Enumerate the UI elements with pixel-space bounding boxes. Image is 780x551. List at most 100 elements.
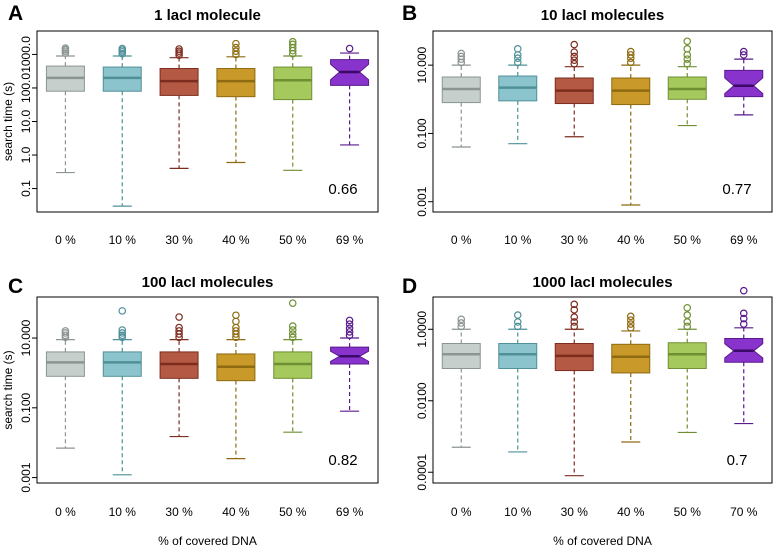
- outlier-point: [457, 52, 466, 61]
- outlier-point: [232, 327, 240, 335]
- annotation-value: 0.77: [722, 181, 751, 198]
- outlier-point: [683, 303, 692, 312]
- y-tick-label: 1.0000: [415, 311, 429, 348]
- outlier-point: [626, 47, 635, 56]
- outlier-point: [683, 45, 692, 53]
- x-tick-label: 30 %: [165, 505, 193, 519]
- outlier-point: [570, 52, 579, 61]
- panel-title: 10 lacI molecules: [541, 7, 664, 24]
- y-tick-label: 0.100: [415, 118, 429, 148]
- outlier-point: [457, 322, 466, 331]
- outlier-point: [570, 56, 579, 64]
- x-tick-label: 69 %: [730, 233, 758, 247]
- outlier-point: [626, 51, 635, 59]
- outlier-point: [739, 320, 748, 328]
- outlier-point: [683, 311, 692, 319]
- y-tick-label: 100.0: [19, 73, 33, 103]
- x-tick-label: 50 %: [674, 233, 702, 247]
- y-axis-label: search time (s): [1, 82, 15, 161]
- box-body: [216, 68, 256, 98]
- outlier-point: [61, 327, 70, 335]
- y-tick-label: 1.0: [19, 146, 33, 163]
- plot-frame: [36, 30, 379, 213]
- outlier-point: [513, 54, 522, 62]
- outlier-point: [118, 44, 127, 53]
- outlier-point: [626, 316, 635, 324]
- panel-letter: D: [402, 275, 417, 298]
- outlier-point: [513, 45, 522, 53]
- box-6: [724, 47, 764, 116]
- x-axis-label: % of covered DNA: [158, 534, 257, 548]
- box-1: [441, 315, 481, 448]
- outlier-point: [570, 40, 579, 49]
- box-5: [273, 299, 313, 433]
- box-body: [667, 342, 707, 369]
- outlier-point: [118, 326, 127, 334]
- y-axis-label: search time (s): [1, 350, 15, 429]
- x-tick-label: 70 %: [730, 505, 758, 519]
- panel-letter: B: [402, 2, 417, 25]
- outlier-point: [626, 312, 635, 321]
- x-tick-label: 69 %: [336, 233, 364, 247]
- box-5: [667, 303, 707, 434]
- outlier-point: [345, 320, 354, 328]
- x-tick-label: 30 %: [561, 505, 589, 519]
- y-tick-label: 10.000: [415, 46, 429, 83]
- panel-title: 100 lacI molecules: [142, 274, 274, 291]
- panel-letter: C: [8, 275, 23, 298]
- x-tick-label: 0 %: [451, 233, 472, 247]
- box-body: [45, 351, 85, 377]
- box-4: [611, 312, 651, 443]
- box-3: [554, 40, 594, 138]
- outlier-point: [345, 324, 354, 333]
- outlier-point: [683, 322, 692, 331]
- panel-c: C 100 lacI molecules 0.001 0.100 10.000 searc…: [1, 274, 379, 548]
- box-2: [498, 45, 538, 145]
- box-body: [273, 66, 313, 101]
- panel-d: D 1000 lacI molecules 0.0001 0.0100 1.0000 0 …: [402, 274, 773, 548]
- x-tick-label: 69 %: [336, 505, 364, 519]
- outlier-point: [345, 328, 354, 336]
- panel-b: B 10 lacI molecules 0.001 0.100 10.000 0 % 10 …: [402, 2, 773, 247]
- x-tick-label: 50 %: [674, 505, 702, 519]
- box-body: [102, 351, 142, 377]
- outlier-point: [288, 37, 297, 46]
- x-tick-label: 10 %: [504, 505, 532, 519]
- annotation-value: 0.82: [328, 452, 357, 469]
- outlier-point: [683, 59, 692, 68]
- outlier-point: [288, 40, 297, 49]
- outlier-point: [457, 55, 466, 63]
- outlier-point: [288, 330, 297, 338]
- y-tick-label: 0.100: [19, 392, 33, 422]
- box-5: [667, 37, 707, 127]
- outlier-point: [288, 299, 297, 307]
- annotation-value: 0.7: [727, 452, 748, 469]
- outlier-point: [61, 44, 70, 52]
- outlier-point: [739, 47, 748, 56]
- box-2: [498, 311, 538, 453]
- outlier-point: [739, 51, 748, 59]
- outlier-point: [232, 43, 240, 52]
- y-tick-label: 1000.0: [19, 36, 33, 73]
- box-3: [159, 313, 199, 438]
- outlier-point: [570, 318, 579, 326]
- outlier-point: [626, 58, 635, 67]
- y-tick-label: 0.001: [415, 186, 429, 216]
- x-tick-label: 10 %: [109, 505, 137, 519]
- outlier-point: [513, 318, 522, 326]
- box-2: [102, 44, 142, 207]
- outlier-point: [457, 49, 466, 58]
- x-tick-label: 50 %: [279, 505, 307, 519]
- x-axis-label: % of covered DNA: [553, 534, 652, 548]
- outlier-point: [118, 307, 127, 315]
- y-tick-label: 10.000: [19, 319, 33, 356]
- box-6: [724, 286, 764, 425]
- x-tick-label: 50 %: [279, 233, 307, 247]
- outlier-point: [175, 47, 183, 55]
- outlier-point: [570, 300, 579, 309]
- outlier-point: [739, 314, 748, 323]
- y-tick-label: 0.0100: [415, 382, 429, 419]
- x-tick-label: 10 %: [109, 233, 137, 247]
- outlier-point: [683, 318, 692, 326]
- plot-frame: [432, 296, 773, 484]
